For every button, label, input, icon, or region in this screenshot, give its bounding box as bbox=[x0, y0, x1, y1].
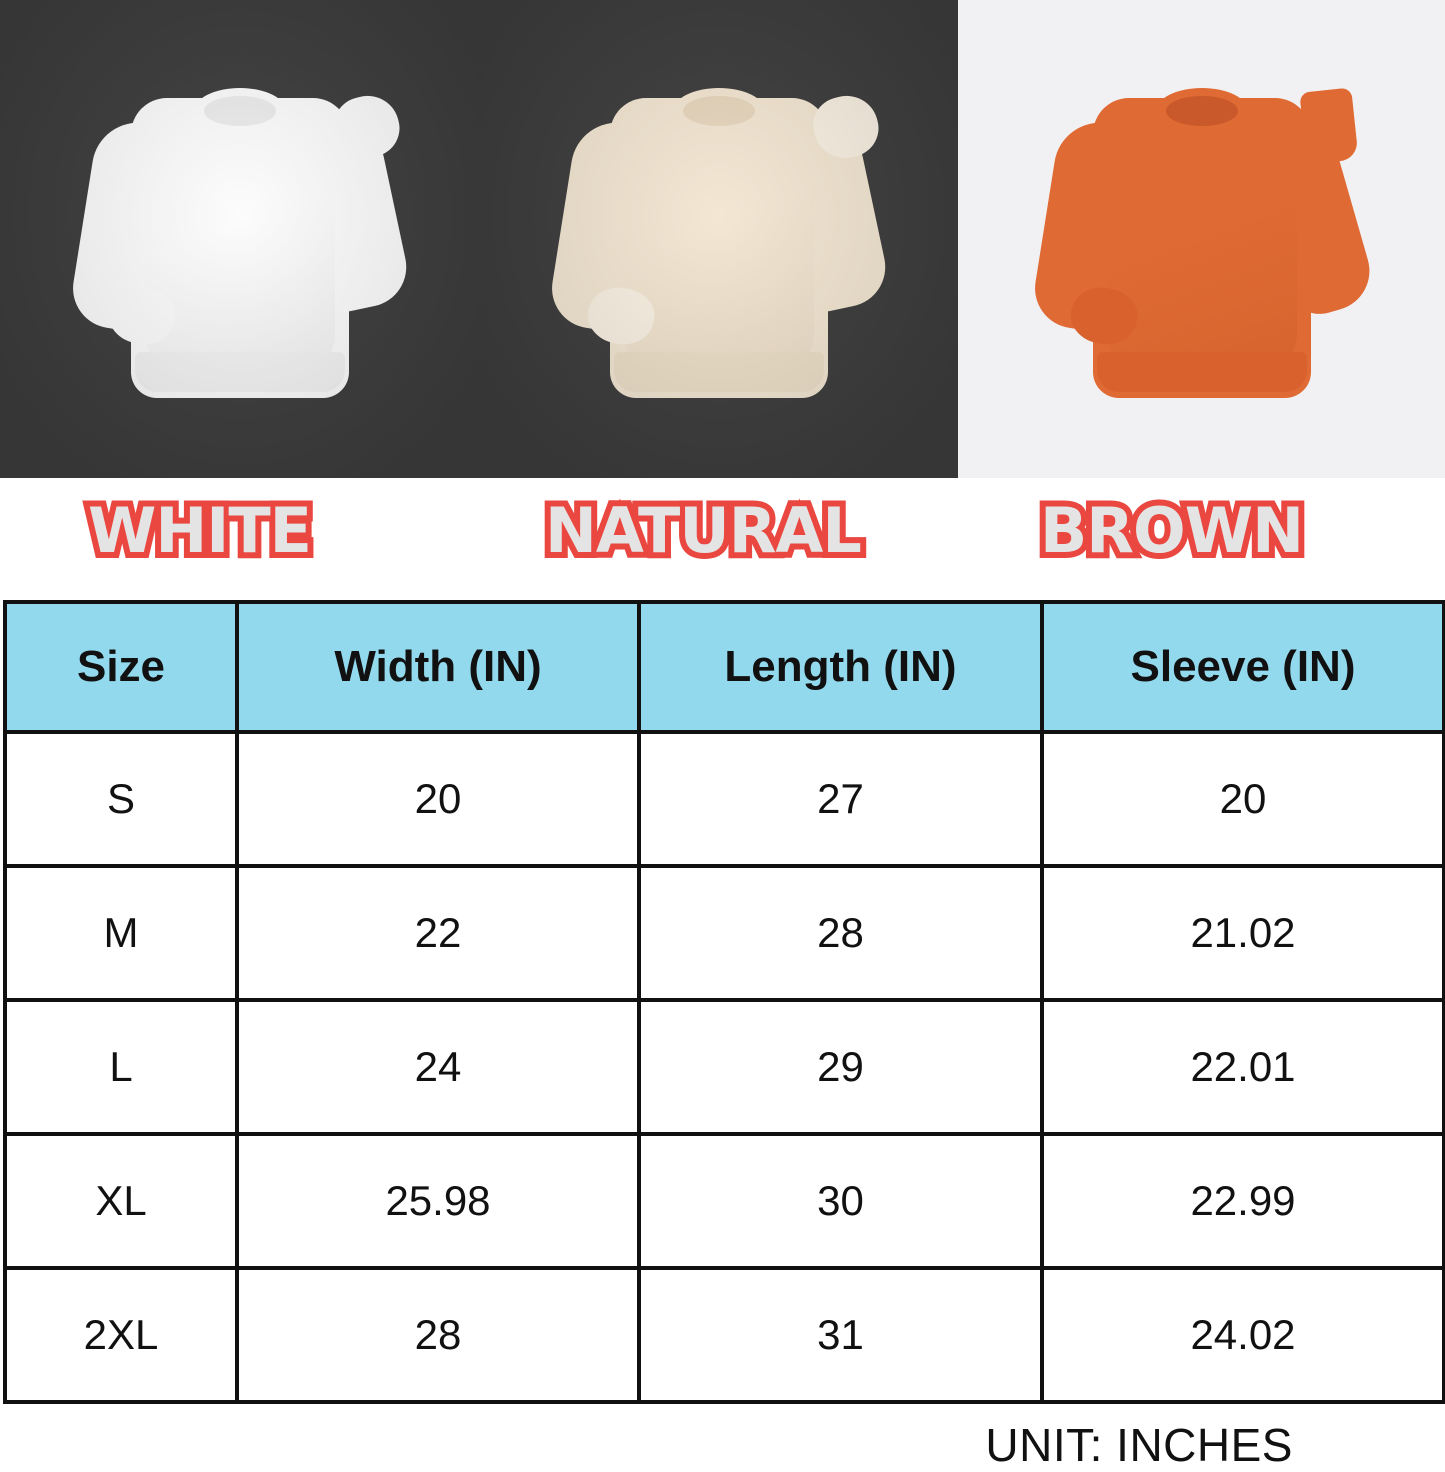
brown-sweatshirt-graphic bbox=[1028, 64, 1379, 414]
cell-length: 28 bbox=[637, 864, 1044, 1002]
garment-shading bbox=[624, 134, 814, 374]
garment-hem bbox=[614, 352, 824, 392]
table-header-row: Size Width (IN) Length (IN) Sleeve (IN) bbox=[3, 600, 1445, 734]
table-row: XL 25.98 30 22.99 bbox=[3, 1132, 1445, 1270]
colorway-label-row: WHITE NATURAL BROWN bbox=[0, 478, 1445, 600]
column-header-width: Width (IN) bbox=[235, 600, 641, 734]
table-row: M 22 28 21.02 bbox=[3, 864, 1445, 1002]
cell-sleeve: 24.02 bbox=[1040, 1266, 1445, 1404]
garment-body bbox=[610, 98, 828, 398]
cell-size: XL bbox=[3, 1132, 239, 1270]
garment-shading bbox=[1106, 134, 1297, 374]
column-header-sleeve: Sleeve (IN) bbox=[1040, 600, 1445, 734]
table-row: L 24 29 22.01 bbox=[3, 998, 1445, 1136]
cell-sleeve: 22.01 bbox=[1040, 998, 1445, 1136]
cell-width: 20 bbox=[235, 730, 641, 868]
brown-sweatshirt-photo bbox=[958, 0, 1445, 478]
cell-width: 22 bbox=[235, 864, 641, 1002]
cell-length: 27 bbox=[637, 730, 1044, 868]
table-row: S 20 27 20 bbox=[3, 730, 1445, 868]
garment-shading bbox=[145, 134, 335, 374]
product-photo-strip bbox=[0, 0, 1445, 478]
cell-sleeve: 20 bbox=[1040, 730, 1445, 868]
cell-size: S bbox=[3, 730, 239, 868]
cell-width: 25.98 bbox=[235, 1132, 641, 1270]
cell-width: 28 bbox=[235, 1266, 641, 1404]
cell-size: M bbox=[3, 864, 239, 1002]
cell-width: 24 bbox=[235, 998, 641, 1136]
cuff-right bbox=[1298, 87, 1359, 165]
cell-sleeve: 21.02 bbox=[1040, 864, 1445, 1002]
white-sweatshirt-photo bbox=[0, 0, 480, 478]
garment-neck-opening bbox=[204, 96, 276, 126]
garment-neck-opening bbox=[1165, 96, 1238, 126]
cell-length: 29 bbox=[637, 998, 1044, 1136]
garment-neck-opening bbox=[683, 96, 755, 126]
size-chart-container: Size Width (IN) Length (IN) Sleeve (IN) … bbox=[0, 600, 1445, 1404]
table-row: 2XL 28 31 24.02 bbox=[3, 1266, 1445, 1404]
size-chart-table: Size Width (IN) Length (IN) Sleeve (IN) … bbox=[3, 600, 1445, 1404]
unit-note: UNIT: INCHES bbox=[985, 1419, 1293, 1471]
cell-size: 2XL bbox=[3, 1266, 239, 1404]
garment-hem bbox=[1096, 352, 1307, 392]
colorway-label-brown: BROWN bbox=[1034, 494, 1310, 568]
white-sweatshirt-graphic bbox=[67, 64, 414, 414]
column-header-size: Size bbox=[3, 600, 239, 734]
column-header-length: Length (IN) bbox=[637, 600, 1044, 734]
natural-sweatshirt-photo bbox=[480, 0, 958, 478]
garment-hem bbox=[135, 352, 345, 392]
cell-length: 30 bbox=[637, 1132, 1044, 1270]
garment-body bbox=[1092, 98, 1311, 398]
cell-sleeve: 22.99 bbox=[1040, 1132, 1445, 1270]
garment-body bbox=[131, 98, 349, 398]
natural-sweatshirt-graphic bbox=[546, 64, 893, 414]
cell-length: 31 bbox=[637, 1266, 1044, 1404]
colorway-label-natural: NATURAL bbox=[539, 494, 868, 568]
colorway-label-white: WHITE bbox=[82, 494, 318, 568]
cell-size: L bbox=[3, 998, 239, 1136]
